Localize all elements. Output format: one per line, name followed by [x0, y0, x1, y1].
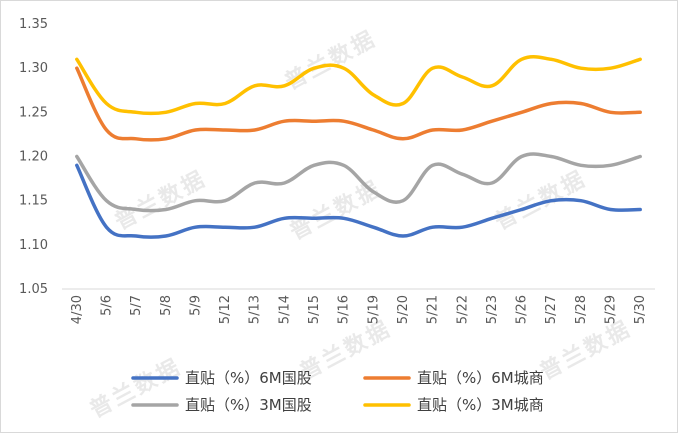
watermark: 普兰数据: [286, 175, 387, 245]
y-tick-label: 1.05: [19, 282, 48, 297]
x-tick-label: 5/29: [604, 295, 619, 324]
x-tick-label: 5/27: [544, 295, 559, 324]
series-line-1: [75, 66, 642, 142]
x-tick-label: 5/30: [633, 295, 648, 324]
x-tick-label: 5/20: [396, 295, 411, 324]
y-tick-label: 1.35: [19, 17, 48, 32]
x-tick-label: 5/28: [574, 295, 589, 324]
x-tick-label: 5/9: [188, 295, 203, 316]
x-tick-label: 5/15: [307, 295, 322, 324]
watermark: 普兰数据: [536, 315, 637, 385]
y-tick-label: 1.25: [19, 105, 48, 120]
x-tick-label: 4/30: [70, 295, 85, 324]
y-tick-label: 1.20: [19, 150, 48, 165]
y-tick-label: 1.10: [19, 238, 48, 253]
y-tick-label: 1.15: [19, 194, 48, 209]
y-tick-label: 1.30: [19, 61, 48, 76]
x-tick-label: 5/12: [218, 295, 233, 324]
watermark: 普兰数据: [281, 25, 382, 95]
x-tick-label: 5/8: [159, 295, 174, 316]
x-tick-label: 5/19: [366, 295, 381, 324]
x-tick-label: 5/6: [99, 295, 114, 316]
x-tick-label: 5/26: [515, 295, 530, 324]
legend-label: 直贴（%）3M国股: [185, 396, 312, 414]
series-line-2: [75, 152, 642, 213]
series-line-0: [75, 163, 642, 239]
x-tick-label: 5/7: [129, 295, 144, 316]
x-tick-label: 5/23: [485, 295, 500, 324]
legend-label: 直贴（%）3M城商: [417, 396, 544, 414]
x-axis: 4/30 5/6 5/7 5/8 5/9 5/12 5/13 5/14 5/15 5/16 5/19…: [70, 295, 648, 324]
x-tick-label: 5/13: [248, 295, 263, 324]
x-tick-label: 5/14: [277, 295, 292, 324]
watermark: 普兰数据: [86, 353, 187, 423]
x-tick-label: 5/22: [455, 295, 470, 324]
x-tick-label: 5/16: [337, 295, 352, 324]
series-line-3: [75, 55, 642, 116]
y-axis: 1.05 1.10 1.15 1.20 1.25 1.30 1.35: [19, 17, 48, 297]
legend-label: 直贴（%）6M国股: [185, 369, 312, 387]
legend-label: 直贴（%）6M城商: [417, 369, 544, 387]
x-tick-label: 5/21: [426, 295, 441, 324]
series-lines: [75, 55, 642, 239]
